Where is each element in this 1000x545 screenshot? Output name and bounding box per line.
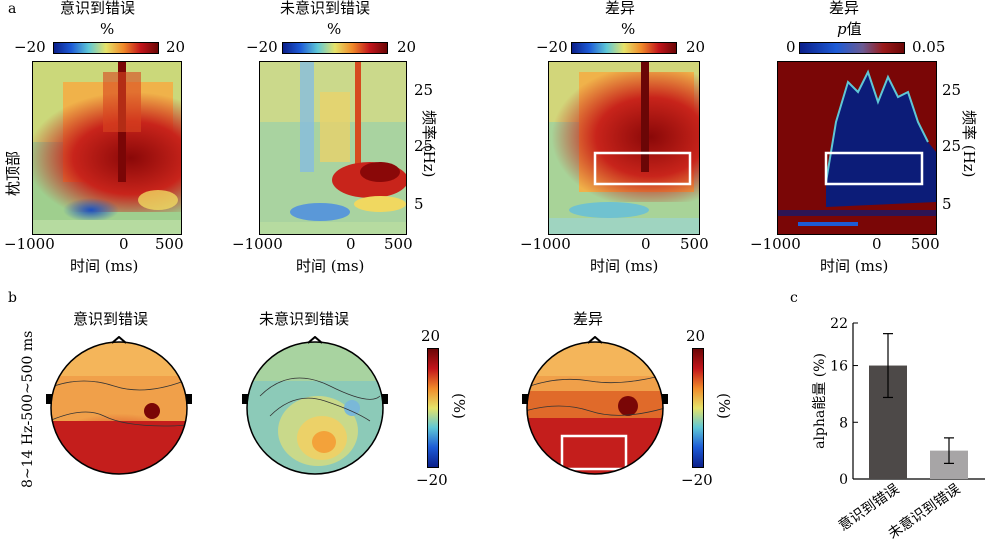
panel-a-letter: a (8, 1, 17, 17)
spec1-colorbar (53, 42, 159, 54)
y-tick-label: 22 (830, 316, 848, 332)
panel-a-row-label: 枕顶部 (4, 150, 22, 196)
spec4-ytick-top: 25 (942, 81, 962, 99)
topomap-difference (522, 336, 668, 475)
spec2-xlabel: 时间 (ms) (296, 257, 365, 275)
spec2-xtick-min: −1000 (232, 235, 283, 253)
y-tick-label: 8 (839, 415, 848, 431)
spec2-heatmap (259, 61, 407, 235)
topo-cb1-min: −20 (416, 471, 448, 489)
spec4-title: 差异 (829, 0, 860, 17)
spec2-colorbar (282, 42, 388, 54)
topo-cb2-unit: (%) (715, 393, 733, 419)
spec4-heatmap (777, 61, 937, 235)
spec3-xlabel: 时间 (ms) (590, 257, 659, 275)
spec2-unit: % (327, 20, 342, 38)
spec4-unit-suffix: 值 (846, 20, 862, 38)
spec2-ylabel: 频率 (Hz) (420, 110, 438, 178)
y-tick-label: 16 (830, 359, 848, 375)
spec1-xtick-0: 0 (119, 235, 129, 253)
spec1-xtick-max: 500 (155, 235, 184, 253)
y-tick-label: 0 (839, 472, 848, 488)
topo-cb1-max: 20 (421, 327, 441, 345)
topo-cb2-min: −20 (681, 471, 713, 489)
spec2-ytick-top: 25 (414, 81, 434, 99)
panel-c-letter: c (790, 290, 798, 306)
spec3-title: 差异 (605, 0, 636, 17)
panel-b-row-label: 8~14 Hz-500~500 ms (20, 330, 36, 488)
topomap-aware (46, 336, 192, 475)
spec4-unit-p: p (837, 20, 847, 38)
spec2-title: 未意识到错误 (280, 0, 371, 17)
spec1-cb-min: −20 (14, 38, 46, 56)
spec3-cb-max: 20 (686, 38, 706, 56)
spec4-ylabel: 频率 (Hz) (960, 110, 978, 178)
spec3-xtick-min: −1000 (520, 235, 571, 253)
spec3-colorbar (571, 42, 677, 54)
topo-colorbar-2 (692, 348, 704, 468)
spec4-unit: p值 (837, 21, 862, 38)
topo-cb1-unit: (%) (450, 393, 468, 419)
spec4-cb-max: 0.05 (912, 38, 946, 56)
spec3-xtick-max: 500 (680, 235, 709, 253)
topo2-title: 未意识到错误 (259, 310, 350, 328)
spec2-xtick-0: 0 (346, 235, 356, 253)
spec2-ytick-mid: 25 (414, 137, 434, 155)
spec2-ytick-low: 5 (414, 195, 424, 213)
y-axis-label: alpha能量 (%) (812, 353, 828, 449)
spec4-xtick-max: 500 (911, 235, 940, 253)
spec4-ytick-low: 5 (942, 195, 952, 213)
spec4-xtick-min: −1000 (750, 235, 801, 253)
topo-cb2-max: 20 (686, 327, 706, 345)
topo3-title: 差异 (573, 310, 604, 328)
spec1-xtick-min: −1000 (4, 235, 55, 253)
spec4-cb-min: 0 (786, 38, 796, 56)
spec1-cb-max: 20 (166, 38, 186, 56)
spec4-xtick-0: 0 (872, 235, 882, 253)
topomap-unaware (242, 336, 388, 475)
spec4-xlabel: 时间 (ms) (820, 257, 889, 275)
topo-colorbar-1 (427, 348, 439, 468)
spec1-unit: % (100, 20, 115, 38)
spec1-heatmap (32, 61, 182, 235)
topo1-title: 意识到错误 (73, 310, 149, 328)
spec4-ytick-mid: 25 (942, 137, 962, 155)
spec3-unit: % (621, 20, 636, 38)
spec1-title: 意识到错误 (60, 0, 136, 17)
spec2-xtick-max: 500 (384, 235, 413, 253)
spec4-colorbar (799, 42, 905, 54)
spec3-cb-min: −20 (536, 38, 568, 56)
spec2-cb-min: −20 (246, 38, 278, 56)
spec3-xtick-0: 0 (641, 235, 651, 253)
spec1-xlabel: 时间 (ms) (70, 257, 139, 275)
panel-b-letter: b (8, 290, 17, 306)
spec3-heatmap (548, 61, 700, 235)
spec2-cb-max: 20 (397, 38, 417, 56)
